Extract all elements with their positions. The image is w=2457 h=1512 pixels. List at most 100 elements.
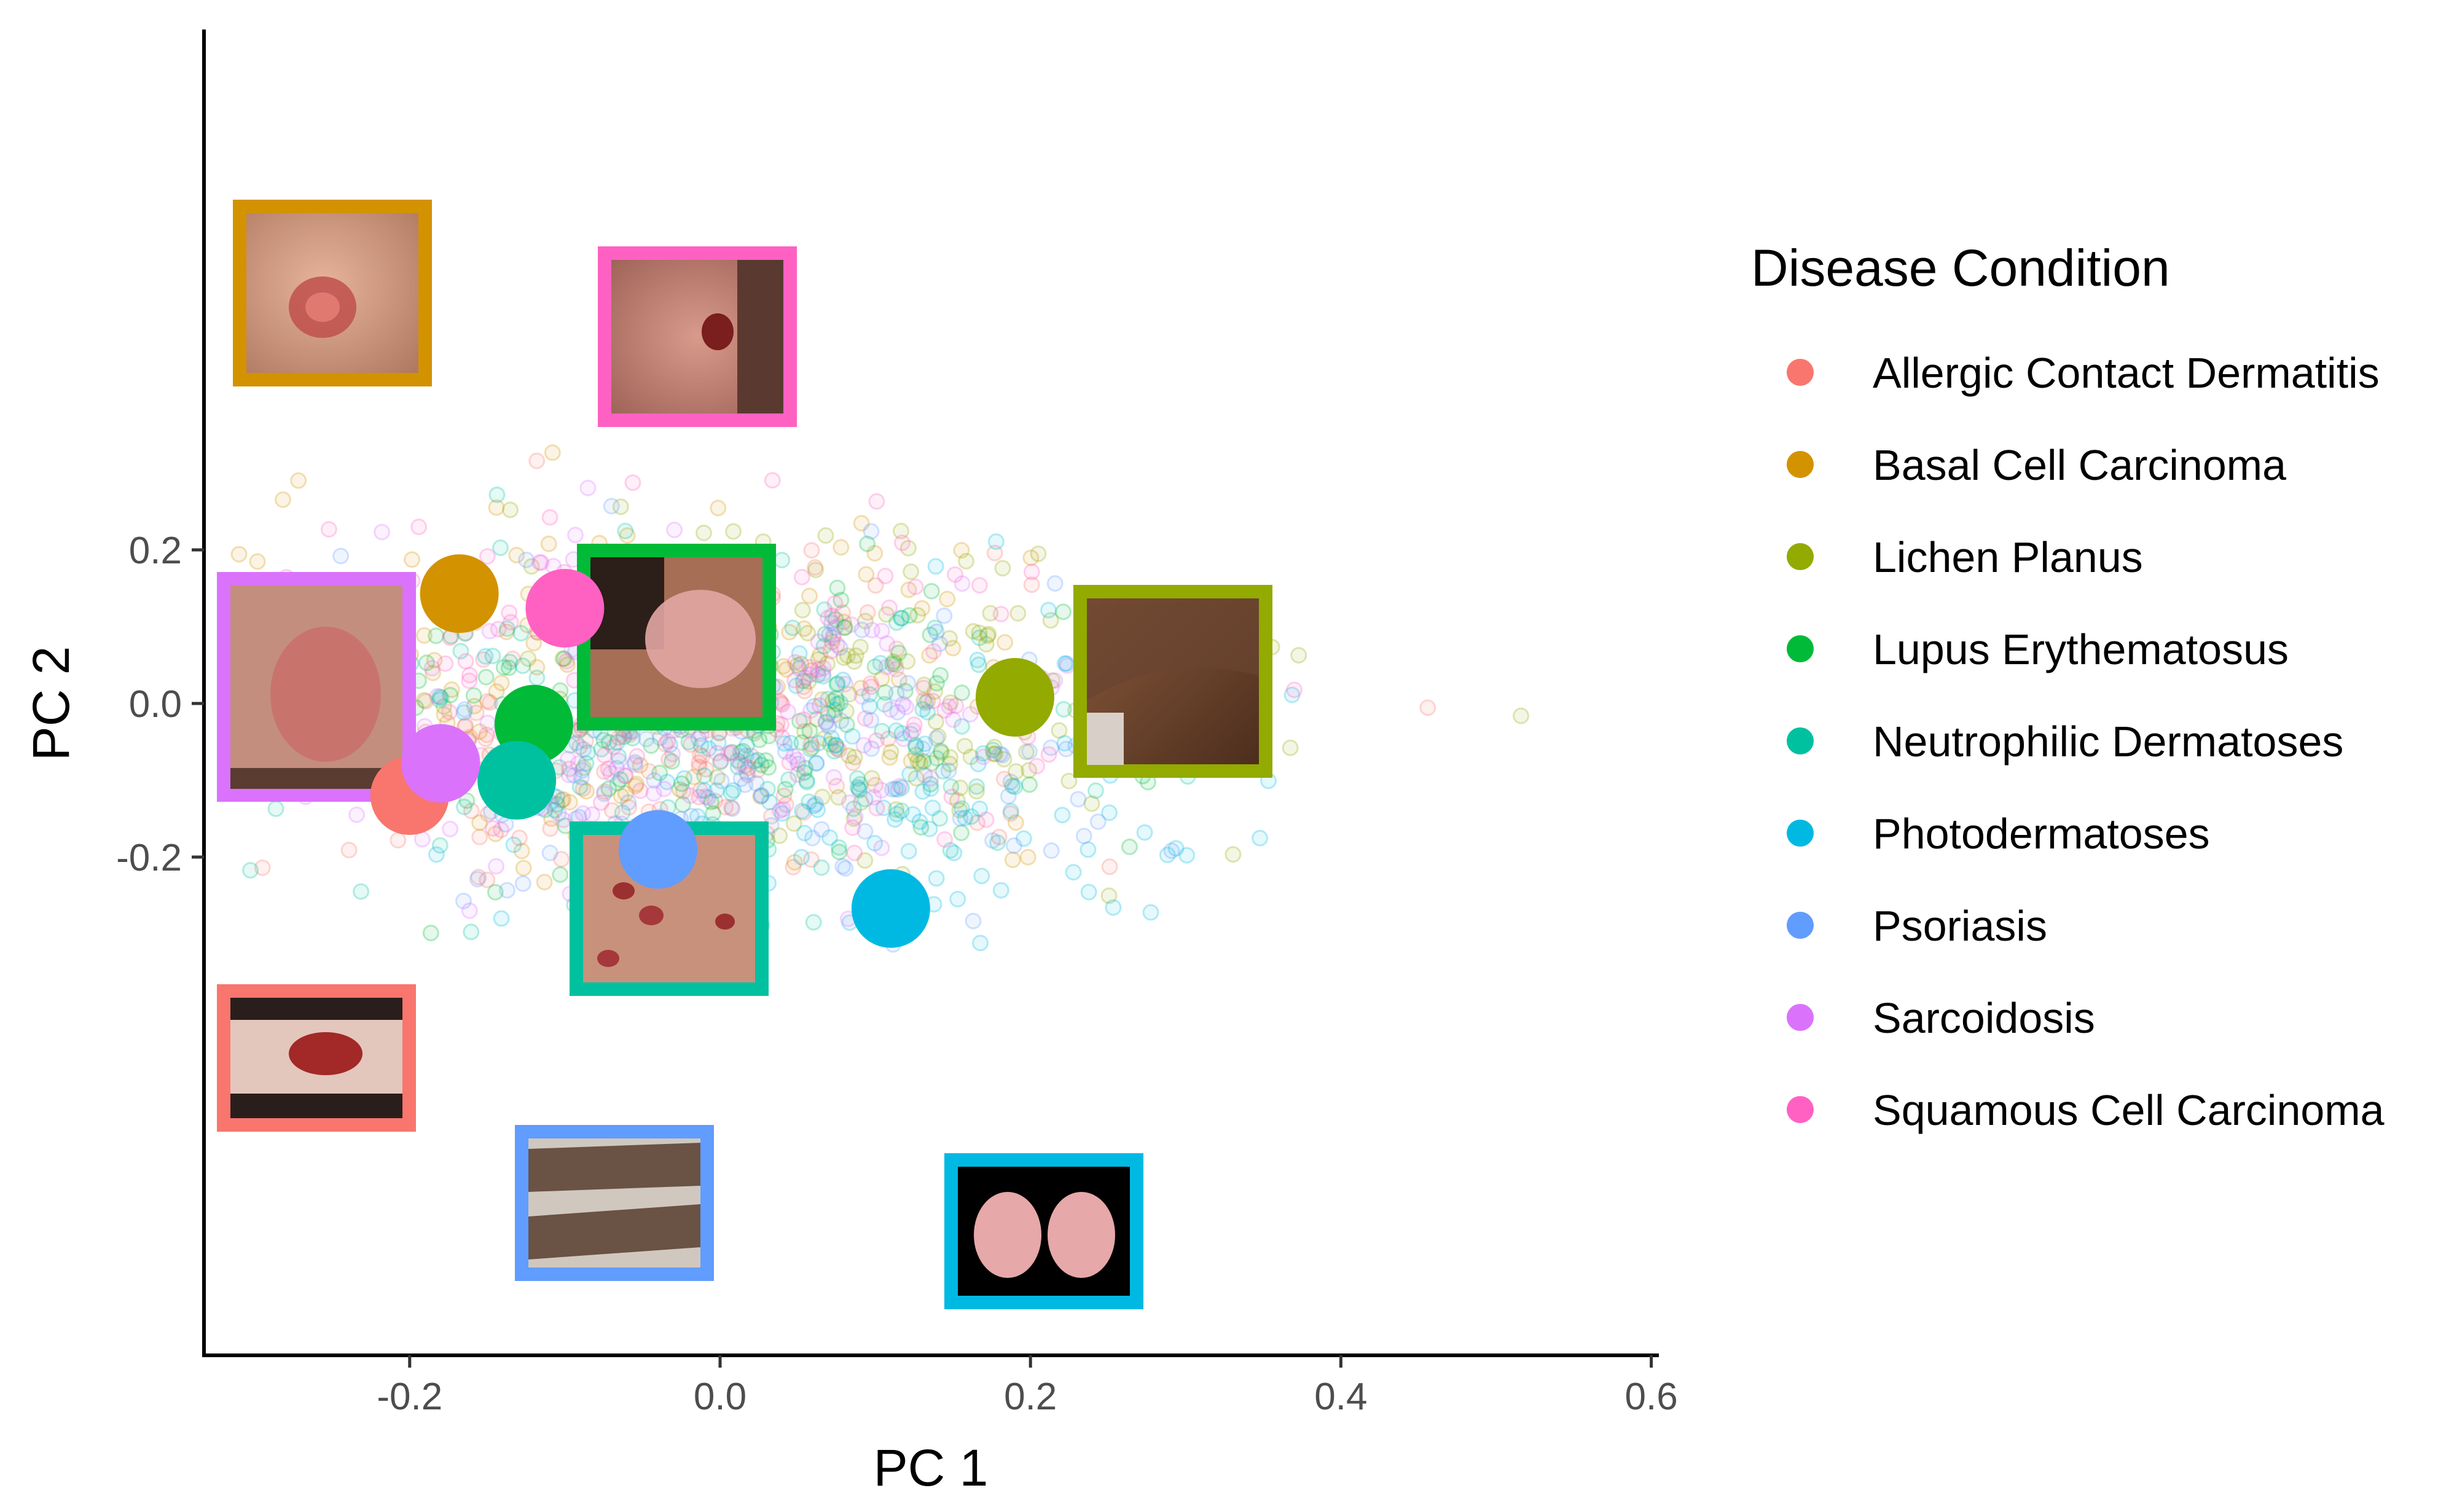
sample-point bbox=[956, 737, 973, 754]
sample-point bbox=[911, 813, 928, 830]
sample-point bbox=[498, 624, 515, 641]
sample-point bbox=[429, 687, 446, 705]
sample-point bbox=[697, 761, 715, 778]
sample-point bbox=[922, 780, 939, 797]
sample-point bbox=[971, 800, 989, 817]
sample-point bbox=[785, 858, 802, 875]
sample-point bbox=[919, 703, 936, 721]
legend-key-psoriasis bbox=[1787, 912, 1814, 939]
sample-point bbox=[1080, 841, 1097, 858]
sample-point bbox=[691, 754, 708, 771]
sample-point bbox=[801, 666, 818, 683]
sample-point bbox=[674, 796, 691, 813]
sample-point bbox=[804, 829, 821, 847]
sample-point bbox=[340, 842, 358, 859]
sample-point bbox=[928, 730, 945, 747]
sample-point bbox=[708, 769, 726, 786]
sample-point bbox=[1136, 824, 1153, 841]
y-axis-ticks: -0.2 0.0 0.2 bbox=[116, 530, 204, 879]
sample-point bbox=[828, 777, 845, 794]
legend-label-psoriasis: Psoriasis bbox=[1873, 902, 2047, 950]
sample-point bbox=[892, 609, 909, 627]
sample-point bbox=[471, 814, 488, 831]
sample-point bbox=[700, 740, 717, 758]
sample-point bbox=[673, 775, 690, 793]
sample-point bbox=[992, 605, 1009, 622]
sample-point bbox=[813, 821, 830, 838]
sample-point bbox=[775, 787, 793, 804]
sample-point bbox=[1159, 846, 1176, 863]
sample-point bbox=[488, 486, 506, 503]
sample-point bbox=[889, 703, 906, 721]
sample-point bbox=[807, 559, 824, 576]
sample-point bbox=[907, 738, 925, 756]
sample-point bbox=[425, 664, 442, 681]
sample-point bbox=[845, 800, 862, 817]
sample-point bbox=[893, 534, 911, 551]
sample-point bbox=[798, 772, 815, 789]
sample-point bbox=[573, 769, 590, 786]
sample-point bbox=[431, 691, 448, 708]
sample-point bbox=[907, 746, 924, 764]
sample-point bbox=[982, 605, 999, 622]
sample-point bbox=[827, 737, 844, 754]
sample-point bbox=[1055, 700, 1072, 718]
photo-lichen-planus bbox=[1073, 585, 1272, 778]
sample-point bbox=[267, 800, 284, 817]
sample-point bbox=[651, 764, 668, 781]
sample-point bbox=[605, 738, 622, 756]
sample-point bbox=[987, 745, 1004, 762]
sample-point bbox=[753, 756, 770, 774]
sample-point bbox=[992, 745, 1009, 762]
sample-point bbox=[477, 668, 495, 686]
sample-point bbox=[466, 697, 483, 715]
sample-point bbox=[856, 791, 874, 808]
sample-point bbox=[888, 722, 905, 739]
sample-point bbox=[479, 871, 496, 888]
sample-point bbox=[555, 811, 572, 828]
sample-point bbox=[664, 753, 681, 770]
sample-point bbox=[796, 825, 813, 842]
sample-point bbox=[1042, 612, 1059, 629]
sample-point bbox=[500, 659, 517, 676]
sample-point bbox=[817, 527, 834, 544]
sample-point bbox=[912, 819, 930, 836]
sample-point bbox=[776, 735, 793, 752]
sample-point bbox=[570, 755, 587, 772]
sample-point bbox=[924, 692, 941, 710]
sample-point bbox=[833, 592, 850, 609]
sample-point bbox=[332, 547, 350, 565]
sample-point bbox=[936, 702, 954, 719]
sample-point bbox=[426, 652, 443, 669]
sample-point bbox=[850, 780, 868, 797]
sample-point bbox=[863, 711, 880, 729]
sample-point bbox=[417, 693, 434, 710]
sample-point bbox=[810, 633, 827, 651]
sample-point bbox=[853, 515, 870, 532]
sample-point bbox=[645, 785, 662, 802]
sample-point bbox=[794, 672, 812, 689]
sample-point bbox=[838, 716, 855, 734]
sample-point bbox=[799, 625, 817, 642]
sample-point bbox=[935, 762, 952, 780]
sample-point bbox=[942, 749, 959, 766]
sample-point bbox=[1021, 743, 1038, 760]
sample-point bbox=[575, 759, 592, 777]
sample-point bbox=[762, 808, 780, 825]
sample-point bbox=[528, 659, 546, 676]
sample-point bbox=[320, 521, 337, 538]
sample-point bbox=[1163, 842, 1180, 860]
y-tick-label: 0.2 bbox=[129, 530, 182, 572]
sample-point bbox=[1080, 883, 1097, 901]
sample-point bbox=[927, 558, 944, 575]
sample-point bbox=[840, 747, 857, 764]
sample-point bbox=[878, 659, 895, 676]
sample-point bbox=[791, 645, 808, 662]
sample-point bbox=[927, 713, 944, 731]
sample-point bbox=[974, 745, 992, 762]
sample-point bbox=[849, 778, 866, 796]
sample-point bbox=[479, 548, 496, 565]
sample-point bbox=[971, 629, 988, 646]
sample-point bbox=[876, 695, 893, 713]
sample-point bbox=[559, 751, 576, 768]
